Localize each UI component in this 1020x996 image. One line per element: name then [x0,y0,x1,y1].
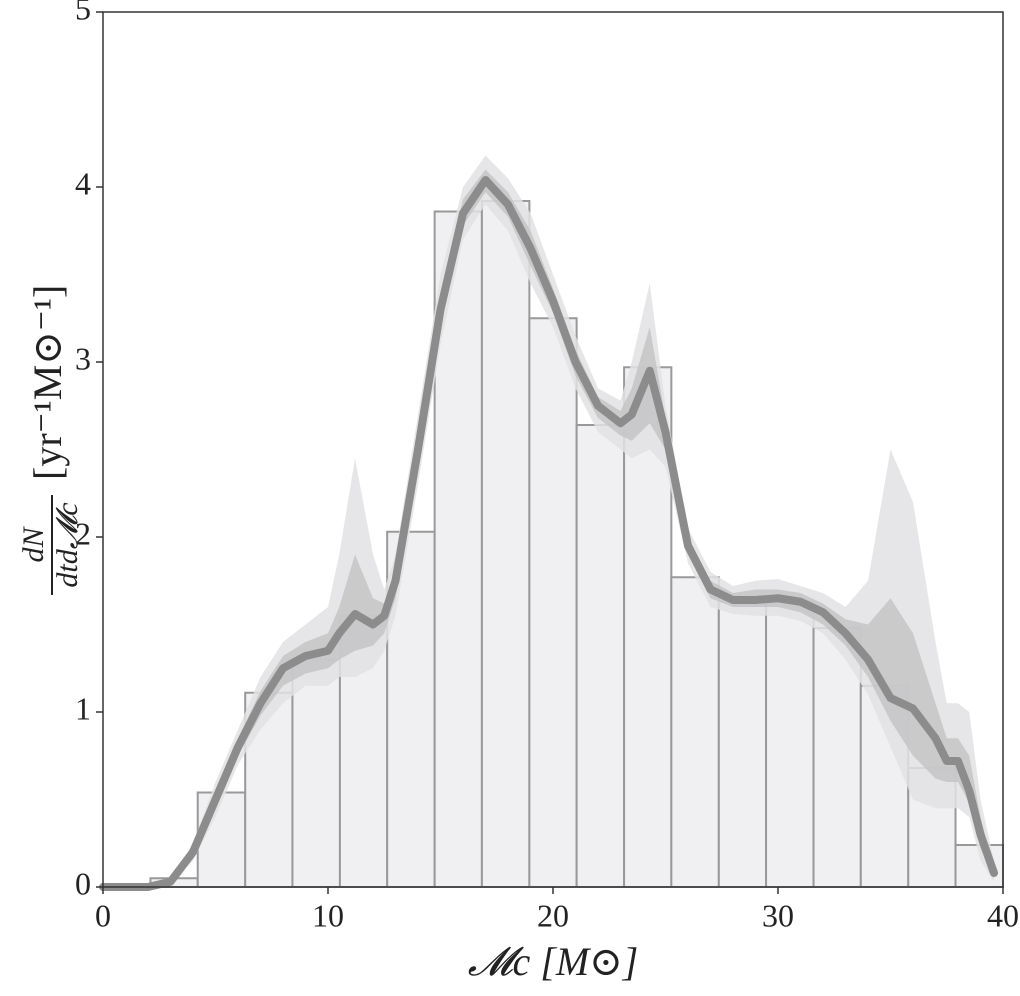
histogram-bar [528,317,578,888]
median-curve [99,176,998,891]
histogram-bar [480,200,531,888]
y-label-numerator: dN [17,526,50,563]
x-tick-label: 20 [537,897,569,933]
histogram-bar [196,791,247,888]
histogram-bar [670,576,720,888]
x-tick-label: 10 [312,897,344,933]
histogram-bar [575,424,626,888]
y-tick-label: 0 [75,865,91,901]
y-tick-label: 4 [75,165,91,201]
x-tick-label: 40 [987,897,1019,933]
y-tick-label: 3 [75,340,91,376]
y-tick-label: 2 [75,515,91,551]
x-axis-label: 𝓜c [M⊙] [468,939,639,984]
y-label-units: [yr⁻¹M⊙⁻¹] [25,285,70,480]
y-tick-label: 1 [75,690,91,726]
histogram-bar [812,627,862,888]
y-tick-label: 5 [75,0,91,26]
histogram-bar [291,658,341,888]
histogram-bar [765,600,815,888]
y-axis-label: dN dtd𝓜c [yr⁻¹M⊙⁻¹] [17,285,84,595]
histogram-bar [717,600,768,888]
x-tick-label: 30 [762,897,794,933]
x-tick-label: 0 [95,897,111,933]
y-label-denominator: dtd𝓜c [51,502,84,587]
